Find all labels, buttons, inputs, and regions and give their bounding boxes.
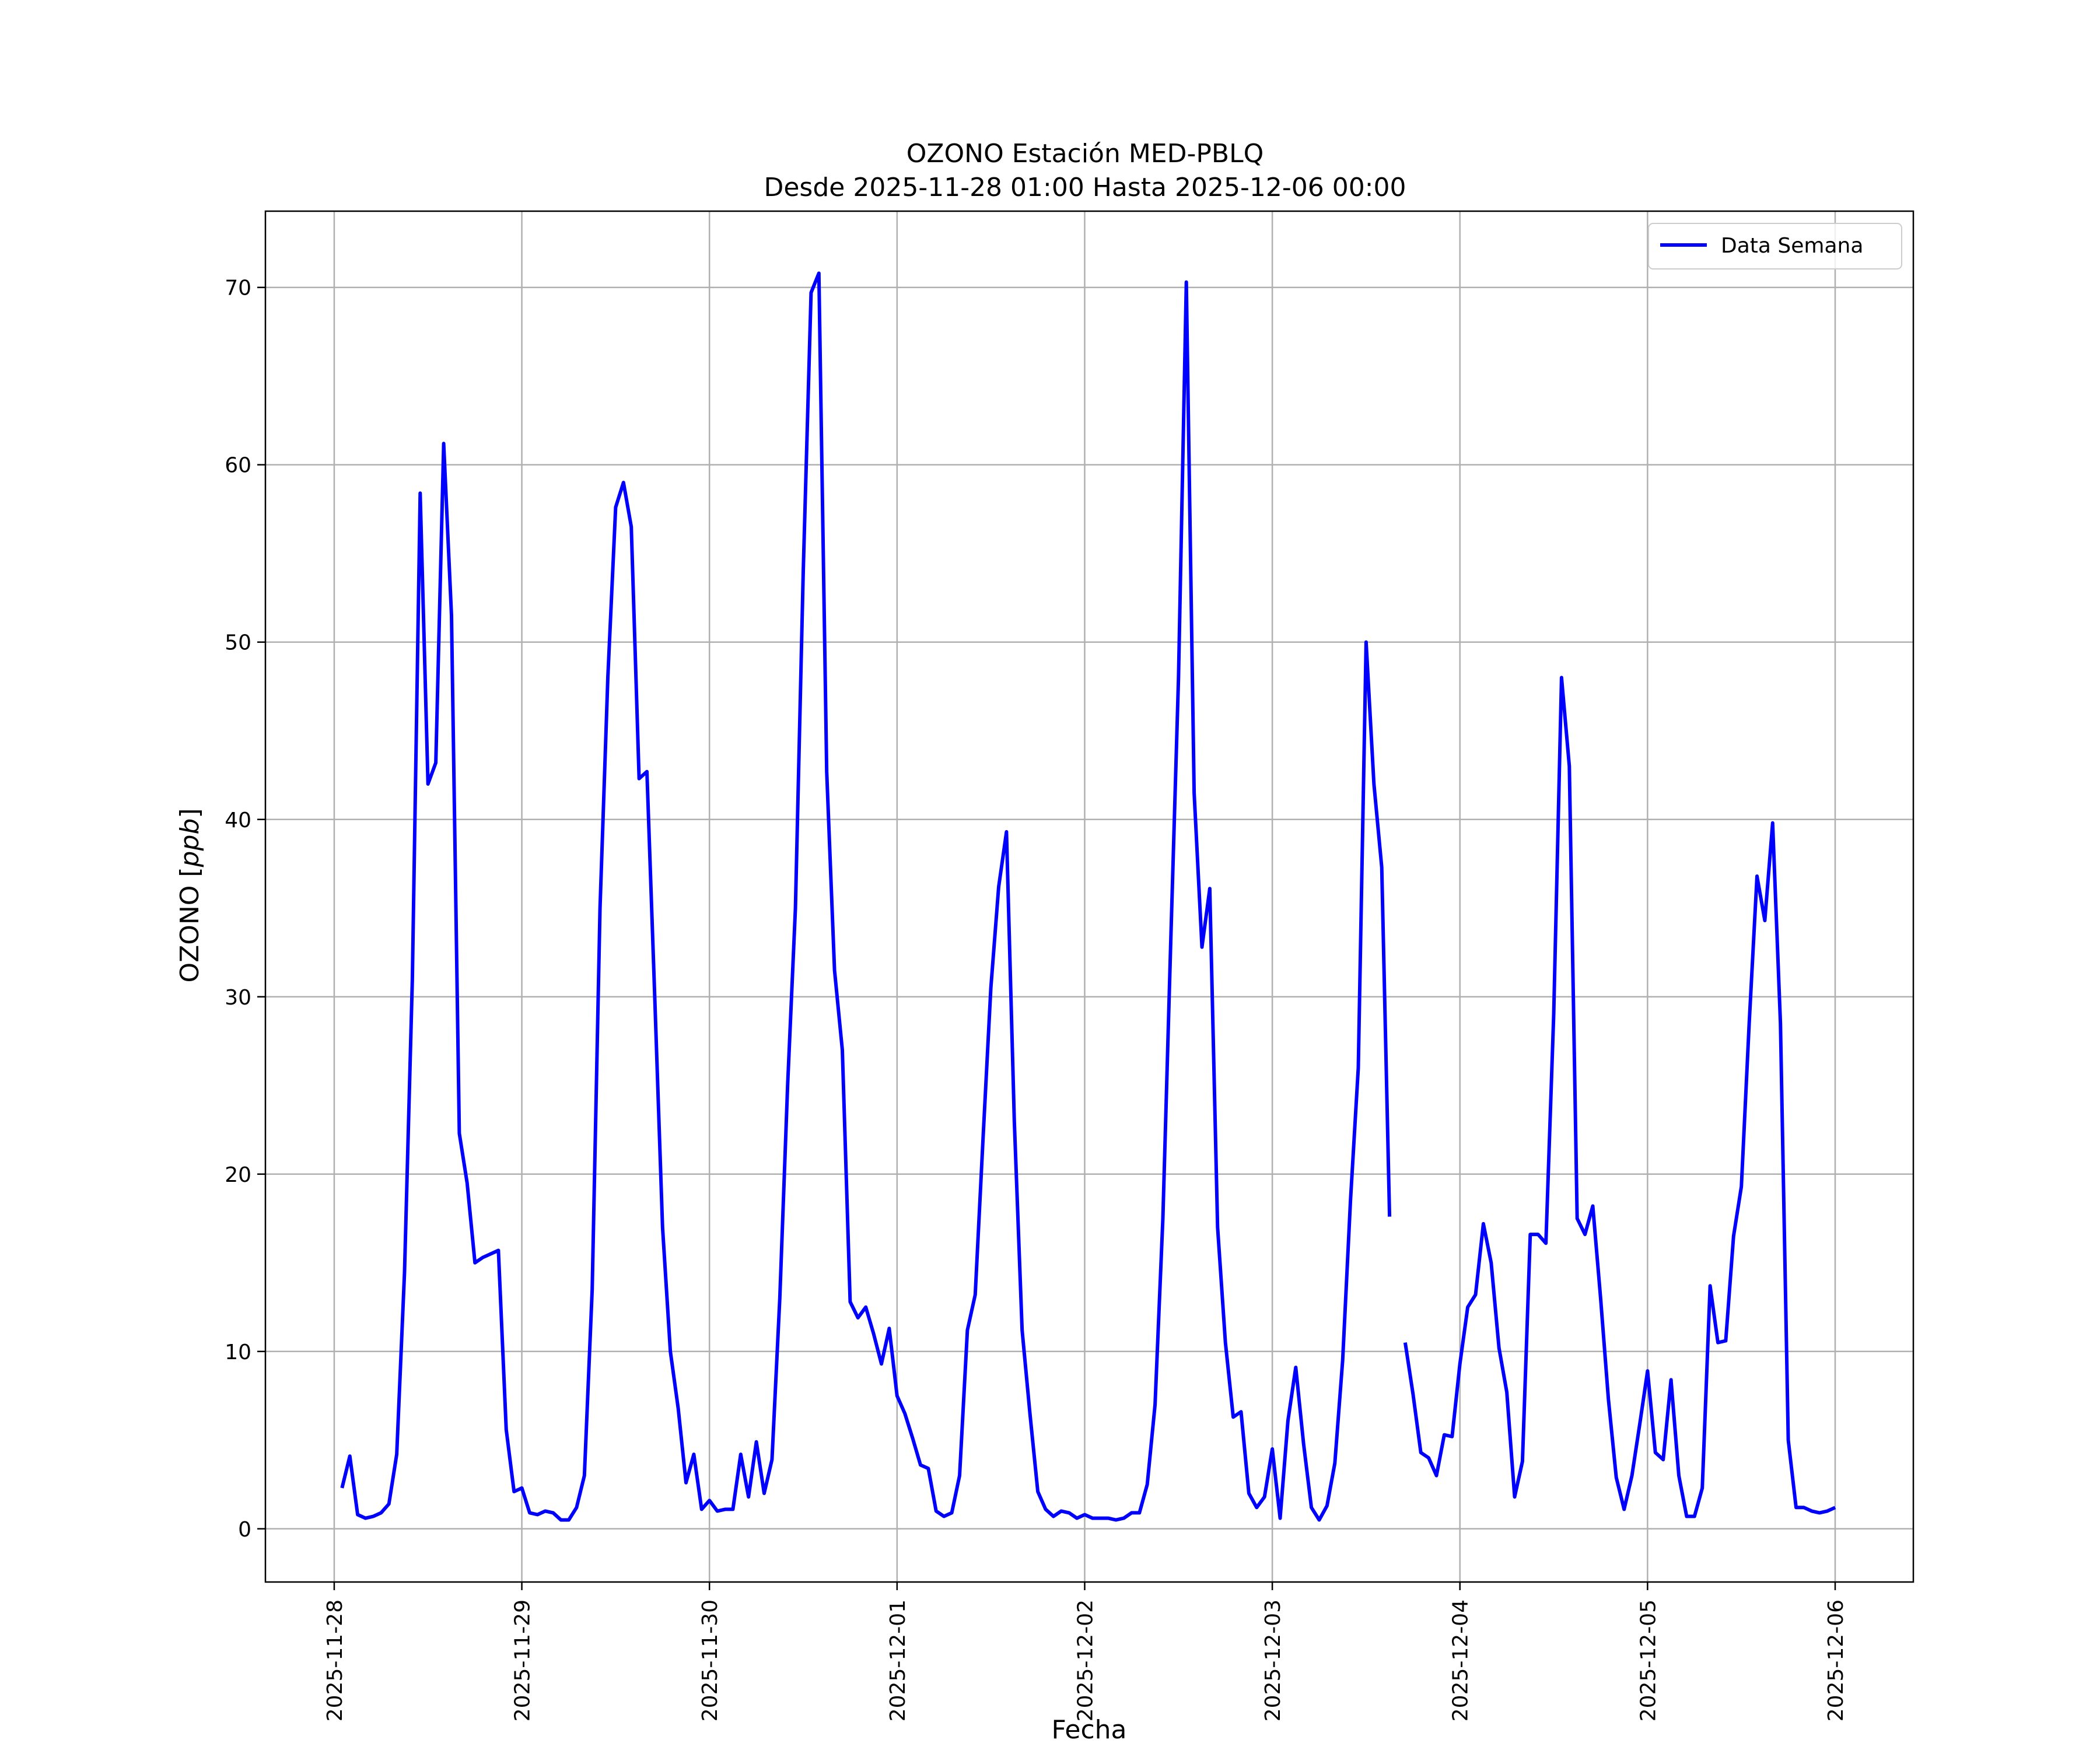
x-tick-label: 2025-12-01	[886, 1600, 910, 1721]
x-axis-label: Fecha	[1051, 1715, 1126, 1745]
grid-lines	[265, 211, 1913, 1582]
y-tick-label: 60	[225, 454, 251, 478]
y-axis-label: OZONO [ppb]	[175, 808, 205, 982]
series-layer	[340, 271, 1836, 1522]
y-tick-label: 10	[225, 1340, 251, 1364]
x-tick-label: 2025-11-30	[698, 1600, 722, 1721]
y-tick-label: 50	[225, 631, 251, 655]
x-tick-label: 2025-12-03	[1261, 1600, 1285, 1721]
y-axis-label-prefix: OZONO [	[175, 867, 205, 982]
chart-subtitle: Desde 2025-11-28 01:00 Hasta 2025-12-06 …	[764, 173, 1406, 202]
x-tick-label: 2025-12-06	[1824, 1600, 1848, 1721]
x-tick-label: 2025-11-28	[323, 1600, 347, 1721]
x-tick-label: 2025-11-29	[511, 1600, 535, 1721]
chart-title: OZONO Estación MED-PBLQ	[907, 139, 1264, 169]
y-tick-label: 0	[238, 1518, 251, 1542]
series-line	[340, 271, 1392, 1522]
x-axis-ticks: 2025-11-28 2025-11-29 2025-11-30 2025-12-01…	[323, 1582, 1848, 1721]
plot-frame	[264, 210, 1915, 1583]
x-tick-label: 2025-12-05	[1636, 1600, 1660, 1721]
legend: Data Semana	[1648, 223, 1902, 270]
y-tick-label: 40	[225, 808, 251, 832]
legend-box	[1648, 223, 1902, 270]
y-axis-ticks: 0 10 20 30 40 50 60 70	[225, 276, 265, 1542]
y-tick-label: 70	[225, 276, 251, 300]
y-axis-label-unit: ppb	[175, 818, 205, 868]
y-tick-label: 20	[225, 1163, 251, 1187]
x-tick-label: 2025-12-04	[1449, 1600, 1473, 1721]
y-tick-label: 30	[225, 986, 251, 1010]
y-axis-label-suffix: ]	[175, 808, 205, 818]
legend-label: Data Semana	[1721, 234, 1863, 258]
x-tick-label: 2025-12-02	[1073, 1600, 1097, 1721]
series-line	[1403, 676, 1836, 1518]
